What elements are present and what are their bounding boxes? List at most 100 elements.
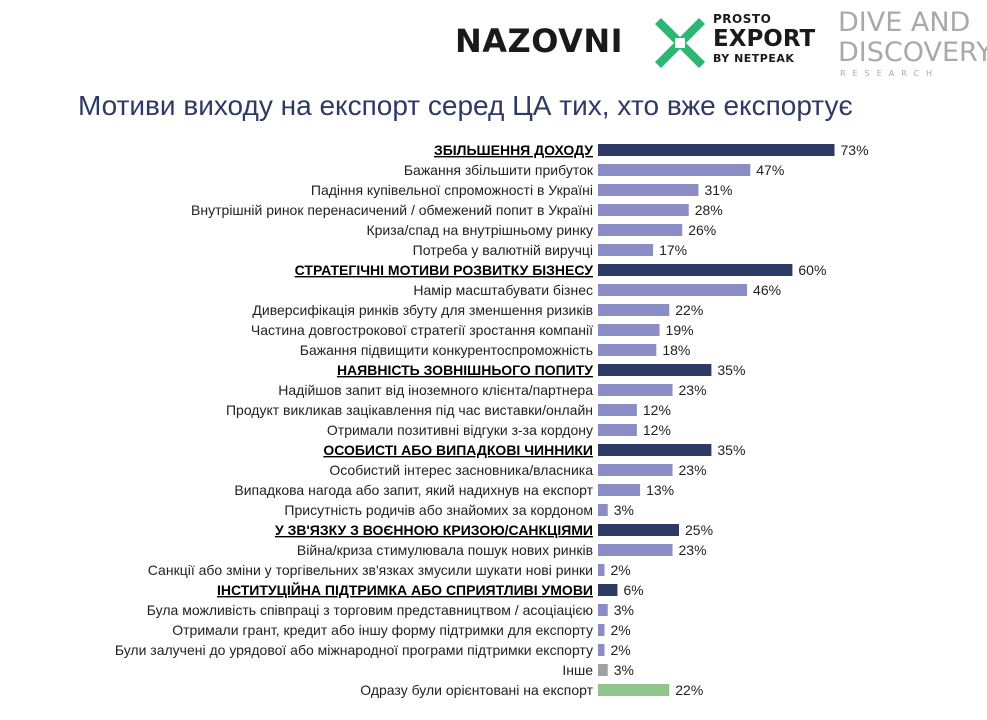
- prosto-label: PROSTO: [713, 12, 772, 26]
- prosto-cross-icon: [655, 18, 705, 68]
- bar-row: У ЗВ'ЯЗКУ З ВОЄННОЮ КРИЗОЮ/САНКЦІЯМИ 25%: [275, 522, 713, 538]
- bar-value-label: 18%: [662, 342, 690, 358]
- bar-value-label: 28%: [695, 202, 723, 218]
- nazovni-logo: NAZOVNI: [455, 22, 624, 60]
- bar-label: Криза/спад на внутрішньому ринку: [366, 222, 593, 238]
- bar-value-label: 6%: [623, 582, 643, 598]
- bar-label: Падіння купівельної спроможності в Украї…: [311, 182, 593, 198]
- bar-label: ЗБІЛЬШЕННЯ ДОХОДУ: [434, 142, 593, 158]
- bar-value-label: 26%: [688, 222, 716, 238]
- bar-value-label: 35%: [717, 362, 745, 378]
- bar-row: Інше 3%: [562, 662, 634, 678]
- bar: [598, 344, 657, 356]
- bar-row: Санкції або зміни у торгівельних зв'язка…: [148, 562, 631, 578]
- bar-value-label: 35%: [717, 442, 745, 458]
- bar-row: Отримали грант, кредит або іншу форму пі…: [172, 622, 630, 638]
- bar-value-label: 22%: [675, 302, 703, 318]
- bar-row: Надійшов запит від іноземного клієнта/па…: [278, 382, 706, 398]
- bar-label: Санкції або зміни у торгівельних зв'язка…: [148, 562, 593, 578]
- prosto-export-logo: PROSTO EXPORT BY NETPEAK: [655, 12, 825, 76]
- bar-label: Одразу були орієнтовані на експорт: [360, 682, 593, 698]
- bar: [598, 664, 608, 676]
- bar: [598, 564, 605, 576]
- bar: [598, 144, 835, 156]
- bar: [598, 544, 673, 556]
- bar-row: ЗБІЛЬШЕННЯ ДОХОДУ 73%: [434, 142, 869, 158]
- bar: [598, 584, 618, 596]
- bar-row: Війна/криза стимулювала пошук нових ринк…: [297, 542, 707, 558]
- bar: [598, 524, 679, 536]
- bar-value-label: 23%: [679, 462, 707, 478]
- bar: [598, 644, 605, 656]
- netpeak-label: BY NETPEAK: [713, 52, 795, 65]
- bar-row: Потреба у валютній виручці 17%: [413, 242, 687, 258]
- bar-value-label: 46%: [753, 282, 781, 298]
- bar-label: Диверсифікація ринків збуту для зменшенн…: [252, 302, 593, 318]
- bar-value-label: 17%: [659, 242, 687, 258]
- bar-label: СТРАТЕГІЧНІ МОТИВИ РОЗВИТКУ БІЗНЕСУ: [295, 262, 594, 278]
- bar-label: Бажання збільшити прибуток: [404, 162, 594, 178]
- bar-label: Війна/криза стимулювала пошук нових ринк…: [297, 542, 593, 558]
- bar-value-label: 25%: [685, 522, 713, 538]
- bar-label: Були залучені до урядової або міжнародно…: [115, 642, 593, 658]
- bar: [598, 284, 748, 296]
- bar-value-label: 23%: [679, 542, 707, 558]
- logo-bar: NAZOVNI PROSTO EXPORT BY NETPEAK DIVE AN…: [0, 8, 987, 80]
- bar: [598, 244, 654, 256]
- bar: [598, 404, 637, 416]
- bar-label: Потреба у валютній виручці: [413, 242, 593, 258]
- bar: [598, 364, 712, 376]
- bar-label: Присутність родичів або знайомих за корд…: [284, 502, 593, 518]
- dive-discovery-logo: DIVE AND DISCOVERY RESEARCH: [838, 7, 987, 79]
- bar-label: ІНСТИТУЦІЙНА ПІДТРИМКА АБО СПРИЯТЛИВІ УМ…: [217, 581, 593, 598]
- bar: [598, 304, 670, 316]
- bar-row: Падіння купівельної спроможності в Украї…: [311, 182, 733, 198]
- bar-value-label: 2%: [610, 562, 630, 578]
- bar-row: Бажання підвищити конкурентоспроможність…: [300, 342, 691, 358]
- bar-label: Була можливість співпраці з торговим пре…: [147, 602, 593, 618]
- bar-row: Криза/спад на внутрішньому ринку 26%: [366, 222, 716, 238]
- bar: [598, 384, 673, 396]
- bar-label: Інше: [562, 662, 593, 678]
- bar-value-label: 60%: [798, 262, 826, 278]
- bar-row: Присутність родичів або знайомих за корд…: [284, 502, 634, 518]
- dive-label: DIVE AND: [838, 7, 971, 38]
- bar: [598, 504, 608, 516]
- bar-label: ОСОБИСТІ АБО ВИПАДКОВІ ЧИННИКИ: [323, 442, 593, 458]
- bar-row: Випадкова нагода або запит, який надихну…: [234, 482, 674, 498]
- bar-label: Продукт викликав зацікавлення під час ви…: [226, 402, 593, 418]
- bar: [598, 264, 793, 276]
- bar-value-label: 31%: [704, 182, 732, 198]
- export-label: EXPORT: [713, 26, 816, 52]
- bar-value-label: 73%: [841, 142, 869, 158]
- bar-row: Диверсифікація ринків збуту для зменшенн…: [252, 302, 703, 318]
- bar-value-label: 2%: [610, 622, 630, 638]
- bar-value-label: 23%: [679, 382, 707, 398]
- bar-label: Надійшов запит від іноземного клієнта/па…: [278, 382, 593, 398]
- bar-row: Бажання збільшити прибуток 47%: [404, 162, 784, 178]
- bar-value-label: 22%: [675, 682, 703, 698]
- bar: [598, 624, 605, 636]
- bar-row: ІНСТИТУЦІЙНА ПІДТРИМКА АБО СПРИЯТЛИВІ УМ…: [217, 581, 644, 598]
- bar-value-label: 12%: [643, 402, 671, 418]
- bar-label: НАЯВНІСТЬ ЗОВНІШНЬОГО ПОПИТУ: [337, 362, 593, 378]
- bar-row: Намір масштабувати бізнес 46%: [413, 282, 781, 298]
- bar-row: НАЯВНІСТЬ ЗОВНІШНЬОГО ПОПИТУ 35%: [337, 362, 745, 378]
- bar-value-label: 12%: [643, 422, 671, 438]
- bar-value-label: 19%: [666, 322, 694, 338]
- bar: [598, 604, 608, 616]
- bar: [598, 224, 683, 236]
- bar-value-label: 3%: [614, 502, 634, 518]
- bar-row: Внутрішній ринок перенасичений / обмежен…: [191, 202, 723, 218]
- bar-row: Були залучені до урядової або міжнародно…: [115, 642, 631, 658]
- bar-row: Частина довгострокової стратегії зростан…: [251, 322, 694, 338]
- discovery-label: DISCOVERY: [838, 37, 987, 68]
- bar: [598, 184, 699, 196]
- bar-value-label: 13%: [646, 482, 674, 498]
- bar: [598, 324, 660, 336]
- bar-value-label: 3%: [614, 662, 634, 678]
- bar: [598, 484, 641, 496]
- bar-label: Частина довгострокової стратегії зростан…: [251, 322, 593, 338]
- bar-value-label: 47%: [756, 162, 784, 178]
